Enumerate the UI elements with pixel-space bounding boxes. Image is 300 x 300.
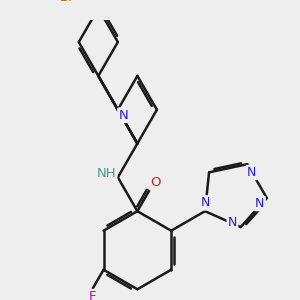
Text: F: F	[89, 290, 97, 300]
Text: N: N	[200, 196, 210, 209]
Text: N: N	[228, 216, 237, 229]
Text: Br: Br	[59, 0, 74, 4]
Text: NH: NH	[97, 167, 116, 180]
Text: N: N	[247, 166, 256, 179]
Text: N: N	[118, 109, 128, 122]
Text: O: O	[150, 176, 161, 189]
Text: N: N	[255, 197, 265, 210]
